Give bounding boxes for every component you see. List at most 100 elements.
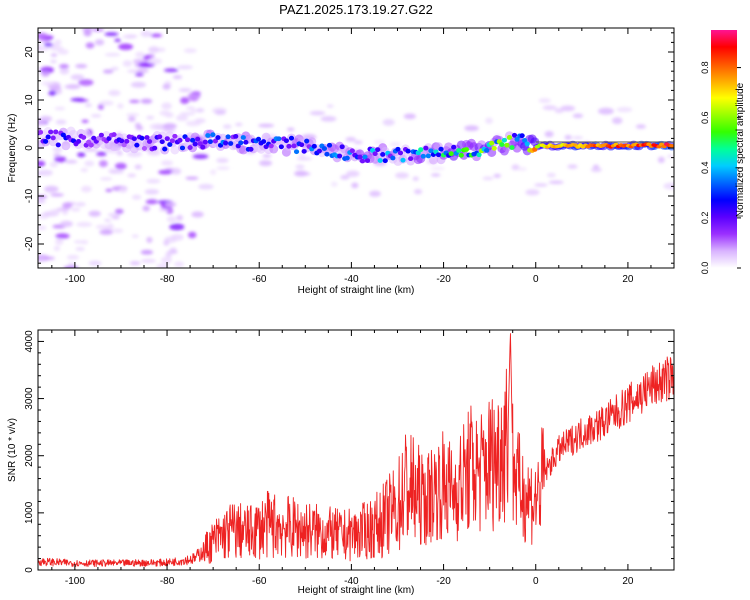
spectrogram-noise-cell	[564, 135, 572, 140]
spectrogram-noise-cell	[55, 238, 64, 245]
spectrogram-x-label: Height of straight line (km)	[298, 285, 415, 296]
spectrogram-noise-cell	[41, 81, 54, 86]
spectrogram-ridge-cell	[491, 145, 497, 151]
spectrogram-noise-cell	[77, 152, 86, 158]
spectrogram-ridge-cell	[172, 133, 178, 139]
spectrogram-noise-cell	[114, 162, 127, 170]
spectrogram-noise-cell	[41, 70, 50, 77]
spectrogram-noise-cell	[55, 233, 70, 239]
spectrogram-noise-cell	[140, 249, 154, 255]
spectrogram-x-tick-label: 20	[622, 274, 634, 285]
spectrogram-noise-cell	[160, 256, 172, 264]
spectrogram-noise-cell	[169, 247, 177, 253]
spectrogram-ridge-cell	[248, 146, 254, 152]
spectrogram-ridge-cell	[390, 155, 396, 161]
spectrogram-ridge-cell	[228, 141, 234, 146]
spectrogram-noise-cell	[53, 245, 61, 252]
spectrogram-noise-cell	[108, 90, 121, 96]
spectrogram-ridge-cell	[311, 143, 317, 149]
spectrogram-noise-cell	[294, 170, 308, 177]
spectrogram-noise-cell	[116, 150, 123, 156]
spectrogram-ridge-cell	[499, 142, 505, 147]
spectrogram-ridge-cell	[463, 147, 469, 152]
spectrogram-noise-cell	[222, 124, 232, 129]
spectrogram-ridge-cell	[169, 138, 175, 144]
spectrogram-noise-cell	[83, 29, 92, 37]
spectrogram-noise-cell	[75, 247, 85, 251]
spectrogram-ridge-cell	[278, 144, 284, 150]
spectrogram-ridge-cell	[316, 148, 322, 154]
spectrogram-ridge-cell	[167, 142, 173, 147]
spectrogram-ridge-cell	[88, 142, 94, 148]
spectrogram-noise-cell	[214, 110, 226, 115]
snr-x-tick-label: 20	[622, 576, 634, 587]
spectrogram-ridge-cell	[458, 152, 464, 158]
spectrogram-x-tick-label: -100	[65, 274, 85, 285]
snr-x-tick-label: -100	[65, 576, 85, 587]
spectrogram-noise-cell	[150, 33, 163, 38]
spectrogram-noise-cell	[464, 125, 479, 132]
spectrogram-noise-cell	[176, 114, 189, 122]
spectrogram-noise-cell	[166, 216, 177, 223]
spectrogram-ridge-cell	[489, 140, 495, 146]
spectrogram-ridge-cell	[428, 148, 434, 154]
spectrogram-ridge-cell	[215, 135, 221, 140]
spectrogram-noise-cell	[129, 99, 140, 104]
spectrogram-noise-cell	[258, 123, 275, 128]
spectrogram-x-tick-label: -80	[160, 274, 175, 285]
spectrogram-noise-cell	[163, 239, 170, 246]
spectrogram-noise-cell	[177, 65, 193, 70]
spectrogram-noise-cell	[105, 188, 113, 192]
spectrogram-noise-cell	[517, 167, 527, 171]
spectrogram-ridge-cell	[195, 136, 201, 142]
spectrogram-ridge-cell	[268, 143, 274, 149]
spectrogram-noise-cell	[80, 168, 89, 173]
spectrogram-noise-cell	[309, 111, 326, 116]
spectrogram-noise-cell	[186, 106, 195, 110]
spectrogram-ridge-cell	[121, 142, 127, 148]
spectrogram-ridge-cell	[524, 141, 530, 147]
spectrogram-noise-cell	[140, 30, 152, 37]
spectrogram-ridge-cell	[382, 158, 388, 164]
spectrogram-ridge-cell	[222, 140, 229, 146]
spectrogram-noise-cell	[196, 108, 205, 113]
spectrogram-noise-cell	[326, 104, 334, 108]
spectrogram-noise-cell	[126, 150, 143, 158]
colorbar-ticks: 0.0 0.2 0.4 0.6 0.8	[700, 61, 741, 274]
spectrogram-ridge-cell	[243, 139, 249, 145]
spectrogram-ridge-cell	[357, 154, 363, 160]
spectrogram-ridge-cell	[162, 146, 168, 152]
spectrogram-noise-cell	[331, 181, 338, 187]
spectrogram-noise-cell	[136, 68, 149, 74]
spectrogram-noise-cell	[174, 261, 184, 268]
spectrogram-noise-cell	[161, 102, 172, 110]
snr-y-tick-label: 2000	[24, 444, 35, 467]
spectrogram-speckle	[38, 28, 674, 268]
spectrogram-noise-cell	[81, 119, 89, 123]
spectrogram-noise-cell	[146, 178, 161, 184]
spectrogram-noise-cell	[143, 54, 151, 61]
spectrogram-noise-cell	[382, 118, 395, 126]
spectrogram-ridge-cell	[124, 138, 130, 144]
spectrogram-noise-cell	[127, 173, 137, 178]
spectrogram-noise-cell	[171, 167, 182, 175]
spectrogram-noise-cell	[107, 212, 121, 217]
spectrogram-ridge-cell	[484, 147, 490, 153]
spectrogram-ridge-cell	[291, 143, 297, 149]
spectrogram-noise-cell	[49, 161, 59, 168]
colorbar-tick-label: 0.6	[700, 111, 710, 124]
spectrogram-ridge-cell	[202, 139, 208, 145]
snr-x-ticks: -100 -80 -60 -40 -20 0 20	[51, 330, 675, 587]
spectrogram-x-tick-label: -60	[252, 274, 267, 285]
spectrogram-noise-cell	[544, 130, 554, 138]
spectrogram-ridge-cell	[187, 145, 193, 150]
snr-x-tick-label: -40	[344, 576, 359, 587]
spectrogram-noise-cell	[50, 59, 57, 64]
spectrogram-noise-cell	[117, 103, 124, 109]
spectrogram-noise-cell	[59, 220, 73, 228]
spectrogram-ridge-cell	[164, 136, 170, 142]
spectrogram-noise-cell	[180, 97, 190, 104]
spectrogram-noise-cell	[59, 67, 70, 75]
spectrogram-ridge-cell	[276, 136, 282, 142]
spectrogram-noise-cell	[262, 154, 272, 158]
